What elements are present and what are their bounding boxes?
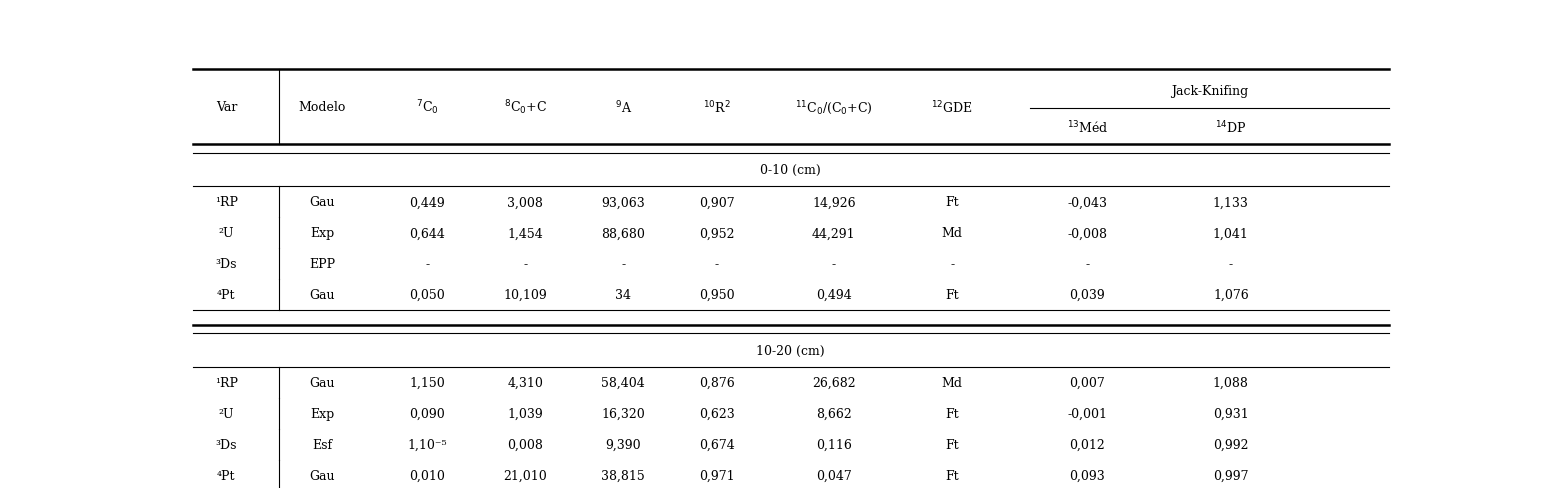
Text: 1,133: 1,133 bbox=[1213, 196, 1248, 209]
Text: 3,008: 3,008 bbox=[508, 196, 543, 209]
Text: $^{10}$R$^{2}$: $^{10}$R$^{2}$ bbox=[702, 99, 730, 116]
Text: 0,876: 0,876 bbox=[699, 376, 734, 389]
Text: $^{13}$Méd: $^{13}$Méd bbox=[1066, 120, 1108, 136]
Text: -: - bbox=[426, 258, 429, 270]
Text: Ft: Ft bbox=[946, 438, 960, 451]
Text: 0,047: 0,047 bbox=[816, 469, 852, 482]
Text: ⁴Pt: ⁴Pt bbox=[218, 288, 236, 302]
Text: 0,644: 0,644 bbox=[409, 227, 446, 240]
Text: -: - bbox=[950, 258, 954, 270]
Text: 0,007: 0,007 bbox=[1069, 376, 1105, 389]
Text: Exp: Exp bbox=[310, 227, 335, 240]
Text: 0,992: 0,992 bbox=[1213, 438, 1248, 451]
Text: $^{9}$A: $^{9}$A bbox=[614, 99, 633, 116]
Text: 1,039: 1,039 bbox=[508, 407, 543, 420]
Text: 10,109: 10,109 bbox=[503, 288, 548, 302]
Text: 1,454: 1,454 bbox=[508, 227, 543, 240]
Text: Gau: Gau bbox=[309, 288, 335, 302]
Text: Ft: Ft bbox=[946, 196, 960, 209]
Text: ⁴Pt: ⁴Pt bbox=[218, 469, 236, 482]
Text: Md: Md bbox=[941, 227, 963, 240]
Text: Modelo: Modelo bbox=[298, 101, 346, 114]
Text: $^{7}$C$_{0}$: $^{7}$C$_{0}$ bbox=[417, 98, 438, 117]
Text: 0,116: 0,116 bbox=[816, 438, 852, 451]
Text: 1,076: 1,076 bbox=[1213, 288, 1248, 302]
Text: Gau: Gau bbox=[309, 196, 335, 209]
Text: -: - bbox=[832, 258, 836, 270]
Text: 88,680: 88,680 bbox=[602, 227, 645, 240]
Text: 0,997: 0,997 bbox=[1213, 469, 1248, 482]
Text: 21,010: 21,010 bbox=[503, 469, 548, 482]
Text: 0,971: 0,971 bbox=[699, 469, 734, 482]
Text: 1,10⁻⁵: 1,10⁻⁵ bbox=[407, 438, 447, 451]
Text: $^{14}$DP: $^{14}$DP bbox=[1214, 120, 1247, 136]
Text: 93,063: 93,063 bbox=[602, 196, 645, 209]
Text: Md: Md bbox=[941, 376, 963, 389]
Text: 8,662: 8,662 bbox=[816, 407, 852, 420]
Text: -0,008: -0,008 bbox=[1068, 227, 1108, 240]
Text: EPP: EPP bbox=[309, 258, 335, 270]
Text: -: - bbox=[1228, 258, 1233, 270]
Text: ²U: ²U bbox=[219, 407, 235, 420]
Text: -0,001: -0,001 bbox=[1068, 407, 1108, 420]
Text: Ft: Ft bbox=[946, 407, 960, 420]
Text: Ft: Ft bbox=[946, 469, 960, 482]
Text: Ft: Ft bbox=[946, 288, 960, 302]
Text: 0,674: 0,674 bbox=[699, 438, 734, 451]
Text: 0,090: 0,090 bbox=[409, 407, 444, 420]
Text: ³Ds: ³Ds bbox=[216, 258, 238, 270]
Text: Esf: Esf bbox=[312, 438, 332, 451]
Text: 0,008: 0,008 bbox=[508, 438, 543, 451]
Text: 10-20 (cm): 10-20 (cm) bbox=[756, 344, 826, 357]
Text: ³Ds: ³Ds bbox=[216, 438, 238, 451]
Text: 16,320: 16,320 bbox=[602, 407, 645, 420]
Text: 0,039: 0,039 bbox=[1069, 288, 1105, 302]
Text: 9,390: 9,390 bbox=[605, 438, 642, 451]
Text: -0,043: -0,043 bbox=[1068, 196, 1108, 209]
Text: ²U: ²U bbox=[219, 227, 235, 240]
Text: 0,952: 0,952 bbox=[699, 227, 734, 240]
Text: 0,093: 0,093 bbox=[1069, 469, 1105, 482]
Text: 0,907: 0,907 bbox=[699, 196, 734, 209]
Text: 0,623: 0,623 bbox=[699, 407, 734, 420]
Text: 0,931: 0,931 bbox=[1213, 407, 1248, 420]
Text: Gau: Gau bbox=[309, 376, 335, 389]
Text: -: - bbox=[622, 258, 625, 270]
Text: 14,926: 14,926 bbox=[812, 196, 856, 209]
Text: 38,815: 38,815 bbox=[602, 469, 645, 482]
Text: 1,150: 1,150 bbox=[409, 376, 444, 389]
Text: Jack-Knifing: Jack-Knifing bbox=[1171, 84, 1248, 98]
Text: 0,950: 0,950 bbox=[699, 288, 734, 302]
Text: 0,494: 0,494 bbox=[816, 288, 852, 302]
Text: 0,449: 0,449 bbox=[409, 196, 444, 209]
Text: $^{12}$GDE: $^{12}$GDE bbox=[932, 99, 974, 116]
Text: Exp: Exp bbox=[310, 407, 335, 420]
Text: $^{11}$C$_{0}$/(C$_{0}$+C): $^{11}$C$_{0}$/(C$_{0}$+C) bbox=[795, 99, 873, 116]
Text: 1,088: 1,088 bbox=[1213, 376, 1248, 389]
Text: 0-10 (cm): 0-10 (cm) bbox=[761, 163, 821, 177]
Text: ¹RP: ¹RP bbox=[214, 196, 238, 209]
Text: Var: Var bbox=[216, 101, 238, 114]
Text: 4,310: 4,310 bbox=[508, 376, 543, 389]
Text: Gau: Gau bbox=[309, 469, 335, 482]
Text: -: - bbox=[714, 258, 719, 270]
Text: -: - bbox=[523, 258, 528, 270]
Text: $^{8}$C$_{0}$+C: $^{8}$C$_{0}$+C bbox=[505, 98, 546, 117]
Text: ¹RP: ¹RP bbox=[214, 376, 238, 389]
Text: 26,682: 26,682 bbox=[812, 376, 856, 389]
Text: 44,291: 44,291 bbox=[812, 227, 856, 240]
Text: 1,041: 1,041 bbox=[1213, 227, 1248, 240]
Text: -: - bbox=[1085, 258, 1089, 270]
Text: 0,010: 0,010 bbox=[409, 469, 446, 482]
Text: 0,050: 0,050 bbox=[409, 288, 444, 302]
Text: 58,404: 58,404 bbox=[602, 376, 645, 389]
Text: 0,012: 0,012 bbox=[1069, 438, 1105, 451]
Text: 34: 34 bbox=[616, 288, 631, 302]
